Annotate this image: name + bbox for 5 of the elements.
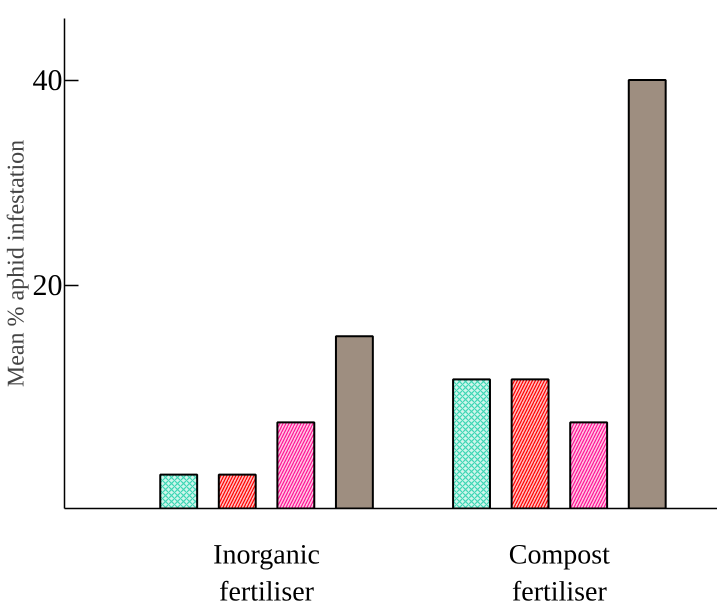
y-axis-title: Mean % aphid infestation — [4, 140, 30, 388]
x-tick-label: Inorganic fertiliser — [213, 540, 320, 608]
y-tick-label: 40 — [32, 64, 62, 98]
x-tick-label: Compost fertiliser — [508, 540, 610, 608]
y-tick-label: 20 — [32, 269, 62, 302]
